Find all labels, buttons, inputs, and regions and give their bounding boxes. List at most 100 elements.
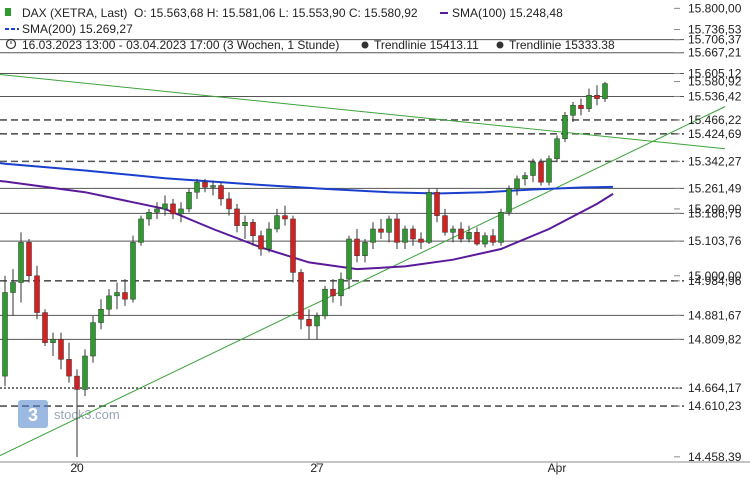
candle[interactable] [362, 239, 368, 263]
candle[interactable] [242, 215, 248, 240]
candle[interactable] [98, 299, 104, 330]
candle[interactable] [58, 332, 64, 370]
candle[interactable] [106, 289, 112, 316]
trendline2-legend: Trendlinie 15333.38 [509, 38, 615, 52]
candle[interactable] [258, 230, 264, 256]
stock3-watermark: 3 stock3.com [18, 400, 120, 428]
candle-body [538, 161, 544, 183]
candle[interactable] [250, 218, 256, 246]
candle[interactable] [330, 279, 336, 303]
candle[interactable] [282, 205, 288, 226]
candle[interactable] [426, 188, 432, 245]
trendline-1[interactable] [0, 69, 726, 150]
candle[interactable] [370, 222, 376, 250]
candle[interactable] [18, 232, 24, 303]
candle[interactable] [506, 185, 512, 216]
candle[interactable] [122, 279, 128, 306]
candle[interactable] [154, 202, 160, 219]
date-range: 16.03.2023 13:00 - 03.04.2023 17:00 (3 W… [22, 38, 339, 52]
trendline-2[interactable] [0, 106, 726, 457]
candle-body [218, 185, 224, 200]
candle[interactable] [234, 203, 240, 233]
candle[interactable] [26, 239, 32, 283]
candle[interactable] [290, 215, 296, 283]
candle[interactable] [162, 195, 168, 216]
candle[interactable] [354, 228, 360, 263]
candle-body [458, 228, 464, 240]
candle[interactable] [210, 180, 216, 196]
candle[interactable] [346, 235, 352, 290]
candle[interactable] [474, 227, 480, 246]
candle[interactable] [410, 225, 416, 246]
candle[interactable] [554, 135, 560, 163]
price-label: 15.342,27 [688, 154, 742, 168]
candle[interactable] [466, 225, 472, 243]
candle[interactable] [586, 88, 592, 112]
candle-body [354, 238, 360, 256]
candle-body [234, 208, 240, 226]
candle-body [602, 83, 608, 99]
candle[interactable] [546, 155, 552, 186]
candle[interactable] [42, 309, 48, 346]
candle[interactable] [298, 269, 304, 330]
candle[interactable] [34, 265, 40, 320]
candle[interactable] [90, 315, 96, 363]
candle[interactable] [186, 188, 192, 213]
candle[interactable] [394, 213, 400, 250]
candle[interactable] [130, 235, 136, 303]
candle[interactable] [442, 208, 448, 236]
candle[interactable] [50, 332, 56, 357]
candle[interactable] [562, 111, 568, 143]
candle[interactable] [74, 369, 80, 457]
candle[interactable] [114, 282, 120, 310]
candle-body [466, 232, 472, 240]
candle[interactable] [450, 225, 456, 243]
candle[interactable] [538, 158, 544, 186]
candle[interactable] [10, 269, 16, 316]
candle[interactable] [458, 222, 464, 243]
candle[interactable] [418, 232, 424, 250]
candle[interactable] [570, 101, 576, 123]
candle[interactable] [594, 85, 600, 106]
candle[interactable] [178, 202, 184, 223]
candle[interactable] [202, 178, 208, 193]
candle[interactable] [578, 98, 584, 116]
candle[interactable] [522, 172, 528, 186]
candle[interactable] [434, 188, 440, 223]
sma200-line[interactable] [0, 155, 614, 195]
candle-body [106, 295, 112, 310]
candle[interactable] [266, 222, 272, 253]
candle[interactable] [146, 208, 152, 226]
candle[interactable] [138, 215, 144, 246]
stock3-logo [18, 400, 48, 428]
candle[interactable] [226, 192, 232, 216]
candle[interactable] [602, 81, 608, 102]
price-label: 14.458,39 [688, 450, 742, 464]
candle[interactable] [530, 158, 536, 183]
candle[interactable] [386, 215, 392, 243]
candle[interactable] [66, 342, 72, 383]
candle[interactable] [514, 175, 520, 196]
candle-body [242, 222, 248, 226]
candle[interactable] [218, 182, 224, 206]
candle[interactable] [274, 208, 280, 233]
candle[interactable] [498, 208, 504, 246]
candle[interactable] [378, 218, 384, 240]
candle[interactable] [306, 309, 312, 340]
candle[interactable] [194, 178, 200, 199]
candle[interactable] [170, 198, 176, 219]
candle-body [554, 138, 560, 160]
candle[interactable] [482, 232, 488, 248]
candle[interactable] [490, 228, 496, 246]
candle[interactable] [338, 272, 344, 306]
candle[interactable] [82, 349, 88, 397]
sma200-legend: SMA(200) 15.269,27 [22, 22, 133, 36]
candle[interactable] [402, 225, 408, 250]
candle[interactable] [314, 312, 320, 340]
candle[interactable] [322, 285, 328, 320]
candles [2, 81, 608, 457]
price-label: 15.200,00 [688, 202, 742, 216]
sma100-line[interactable] [0, 176, 614, 271]
candle[interactable] [2, 275, 8, 387]
